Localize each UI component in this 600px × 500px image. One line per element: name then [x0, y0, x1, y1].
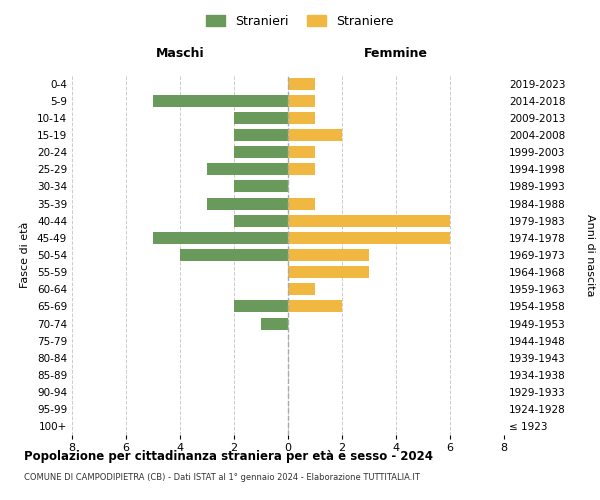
Y-axis label: Fasce di età: Fasce di età — [20, 222, 30, 288]
Bar — [288, 266, 369, 278]
Bar — [288, 214, 450, 226]
Text: Popolazione per cittadinanza straniera per età e sesso - 2024: Popolazione per cittadinanza straniera p… — [24, 450, 433, 463]
Bar — [288, 164, 315, 175]
Bar — [234, 129, 288, 141]
Bar — [207, 198, 288, 209]
Bar — [288, 232, 450, 244]
Bar — [288, 94, 315, 106]
Bar — [288, 146, 315, 158]
Bar — [180, 249, 288, 261]
Bar — [234, 180, 288, 192]
Bar — [207, 164, 288, 175]
Text: COMUNE DI CAMPODIPIETRA (CB) - Dati ISTAT al 1° gennaio 2024 - Elaborazione TUTT: COMUNE DI CAMPODIPIETRA (CB) - Dati ISTA… — [24, 472, 420, 482]
Bar — [153, 232, 288, 244]
Bar — [261, 318, 288, 330]
Bar — [234, 300, 288, 312]
Y-axis label: Anni di nascita: Anni di nascita — [585, 214, 595, 296]
Bar — [288, 129, 342, 141]
Bar — [288, 112, 315, 124]
Text: Maschi: Maschi — [155, 47, 205, 60]
Bar — [288, 300, 342, 312]
Bar — [288, 284, 315, 296]
Text: Femmine: Femmine — [364, 47, 428, 60]
Bar — [153, 94, 288, 106]
Legend: Stranieri, Straniere: Stranieri, Straniere — [203, 11, 397, 32]
Bar — [234, 214, 288, 226]
Bar — [234, 112, 288, 124]
Bar — [288, 198, 315, 209]
Bar — [288, 78, 315, 90]
Bar — [288, 249, 369, 261]
Bar — [234, 146, 288, 158]
